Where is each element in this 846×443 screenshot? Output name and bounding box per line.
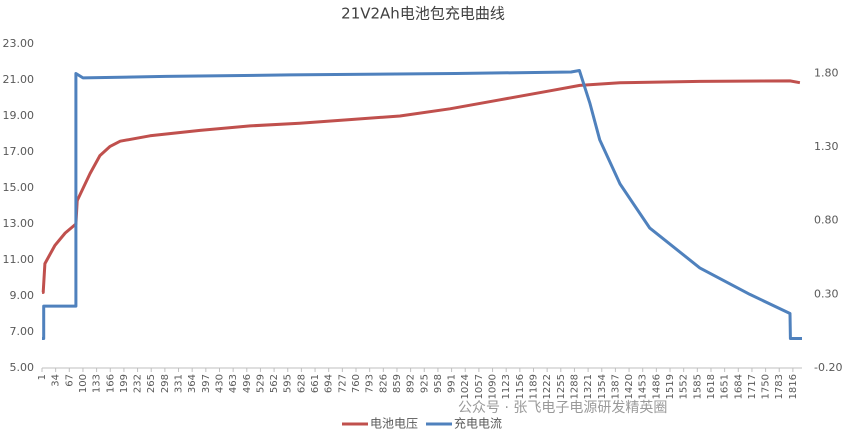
x-tick-label: 166 bbox=[105, 374, 116, 393]
x-tick-label: 298 bbox=[160, 374, 171, 393]
x-tick-label: 529 bbox=[255, 374, 266, 393]
x-tick-label: 1090 bbox=[488, 374, 499, 399]
series-line bbox=[41, 79, 801, 294]
x-tick-label: 727 bbox=[337, 374, 348, 393]
y2-tick-label: 0.80 bbox=[814, 214, 839, 227]
legend-label: 充电电流 bbox=[454, 416, 502, 431]
x-tick-label: 760 bbox=[351, 374, 362, 393]
x-tick-label: 1057 bbox=[474, 374, 485, 399]
x-tick-label: 1024 bbox=[460, 374, 471, 399]
y-tick-label: 13.00 bbox=[3, 217, 35, 230]
x-tick-label: 1816 bbox=[788, 374, 799, 399]
x-tick-label: 1453 bbox=[638, 374, 649, 399]
x-tick-label: 364 bbox=[187, 374, 198, 393]
x-tick-label: 1684 bbox=[733, 374, 744, 399]
x-tick-label: 1717 bbox=[747, 374, 758, 399]
y-tick-label: 9.00 bbox=[10, 289, 35, 302]
x-tick-label: 232 bbox=[133, 374, 144, 393]
y-tick-label: 23.00 bbox=[3, 37, 35, 50]
x-tick-label: 1552 bbox=[679, 374, 690, 399]
x-tick-label: 661 bbox=[310, 374, 321, 393]
x-tick-label: 1123 bbox=[501, 374, 512, 399]
x-tick-label: 1354 bbox=[597, 374, 608, 399]
x-tick-label: 628 bbox=[296, 374, 307, 393]
x-tick-label: 1156 bbox=[515, 374, 526, 399]
y-tick-label: 7.00 bbox=[10, 325, 35, 338]
x-tick-label: 1387 bbox=[610, 374, 621, 399]
series-line bbox=[42, 69, 802, 340]
x-tick-label: 958 bbox=[433, 374, 444, 393]
x-tick-label: 463 bbox=[228, 374, 239, 393]
x-tick-label: 397 bbox=[201, 374, 212, 393]
y-tick-label: 11.00 bbox=[3, 253, 35, 266]
x-tick-label: 1651 bbox=[720, 374, 731, 399]
y-tick-label: 21.00 bbox=[3, 73, 35, 86]
x-tick-label: 1189 bbox=[528, 374, 539, 399]
x-tick-label: 991 bbox=[447, 374, 458, 393]
x-tick-label: 199 bbox=[119, 374, 130, 393]
x-tick-label: 1750 bbox=[761, 374, 772, 399]
x-tick-label: 1321 bbox=[583, 374, 594, 399]
y-tick-label: 17.00 bbox=[3, 145, 35, 158]
x-tick-label: 826 bbox=[378, 374, 389, 393]
x-tick-label: 133 bbox=[92, 374, 103, 393]
y2-tick-label: 0.30 bbox=[814, 287, 839, 300]
x-tick-label: 100 bbox=[78, 374, 89, 393]
y2-tick-label: 1.80 bbox=[814, 66, 839, 79]
x-tick-label: 595 bbox=[283, 374, 294, 393]
x-tick-label: 925 bbox=[419, 374, 430, 393]
watermark: 公众号 · 张飞电子电源研发精英圈 bbox=[458, 399, 667, 416]
x-tick-label: 1 bbox=[37, 374, 48, 380]
y-tick-label: 19.00 bbox=[3, 109, 35, 122]
x-tick-label: 1519 bbox=[665, 374, 676, 399]
x-tick-label: 265 bbox=[146, 374, 157, 393]
x-tick-label: 1420 bbox=[624, 374, 635, 399]
chart-title: 21V2Ah电池包充电曲线 bbox=[341, 5, 505, 23]
y2-tick-label: 1.30 bbox=[814, 140, 839, 153]
x-tick-label: 1255 bbox=[556, 374, 567, 399]
y2-tick-label: -0.20 bbox=[814, 361, 842, 374]
x-tick-label: 694 bbox=[324, 374, 335, 393]
x-tick-label: 562 bbox=[269, 374, 280, 393]
x-tick-label: 1486 bbox=[651, 374, 662, 399]
x-tick-label: 1585 bbox=[692, 374, 703, 399]
x-tick-label: 430 bbox=[214, 374, 225, 393]
y-tick-label: 5.00 bbox=[10, 361, 35, 374]
x-tick-label: 67 bbox=[64, 374, 75, 387]
x-tick-label: 1783 bbox=[774, 374, 785, 399]
x-tick-label: 859 bbox=[392, 374, 403, 393]
y-tick-label: 15.00 bbox=[3, 181, 35, 194]
x-tick-label: 331 bbox=[174, 374, 185, 393]
x-tick-label: 34 bbox=[51, 374, 62, 387]
x-tick-label: 1288 bbox=[569, 374, 580, 399]
x-tick-label: 892 bbox=[406, 374, 417, 393]
x-tick-label: 1618 bbox=[706, 374, 717, 399]
x-tick-label: 793 bbox=[365, 374, 376, 393]
x-tick-label: 1222 bbox=[542, 374, 553, 399]
x-tick-label: 496 bbox=[242, 374, 253, 393]
legend-label: 电池电压 bbox=[370, 417, 418, 431]
